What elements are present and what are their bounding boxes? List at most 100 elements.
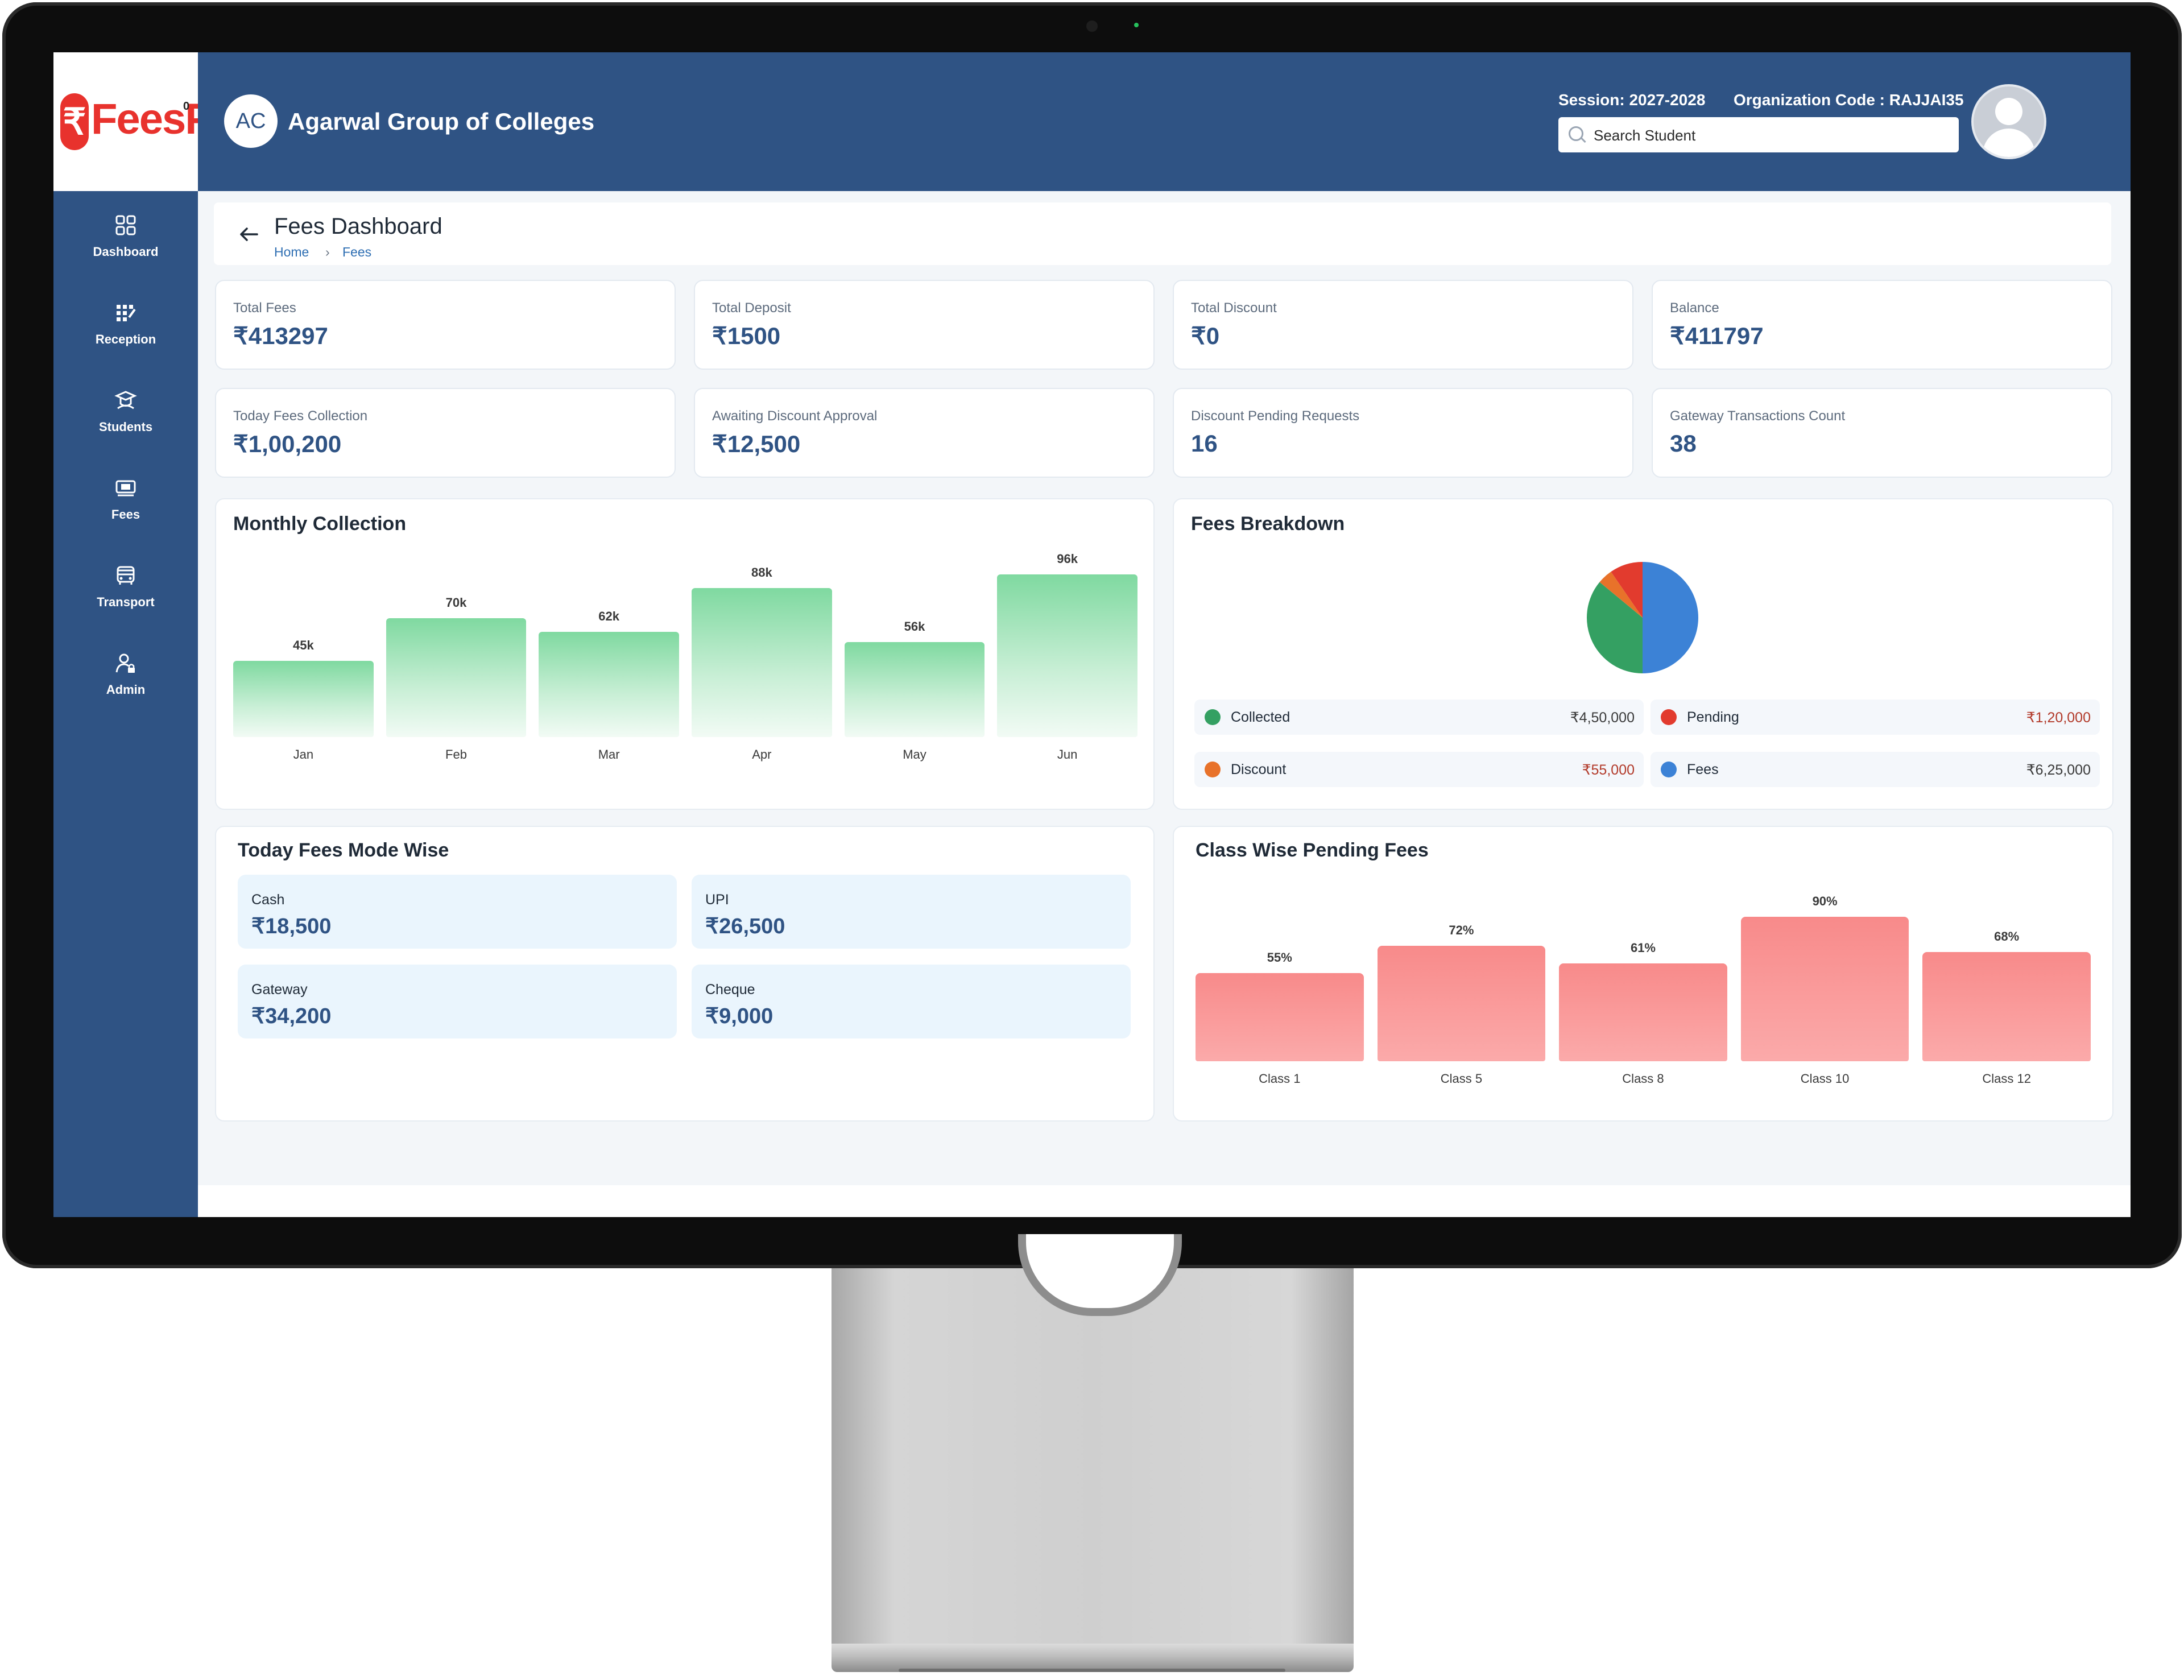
page-title: Fees Dashboard bbox=[274, 214, 442, 239]
legend-name: Collected bbox=[1231, 709, 1290, 725]
legend-name: Fees bbox=[1687, 762, 1719, 777]
bar-value-label: 72% bbox=[1449, 922, 1474, 937]
org-code-label: Organization Code : RAJJAI35 bbox=[1734, 91, 1964, 109]
pie-slice-pending bbox=[1611, 562, 1643, 618]
stat-card-today-collection: Today Fees Collection ₹1,00,200 bbox=[215, 388, 676, 478]
legend-dot bbox=[1205, 709, 1221, 725]
back-arrow-icon[interactable] bbox=[237, 222, 262, 247]
stat-value: ₹1500 bbox=[712, 322, 781, 349]
bar-value-label: 45k bbox=[292, 638, 314, 652]
panel-title: Class Wise Pending Fees bbox=[1196, 839, 1429, 861]
mode-value: ₹34,200 bbox=[251, 1004, 332, 1028]
user-lock-icon bbox=[115, 653, 135, 673]
org-avatar[interactable]: AC bbox=[224, 94, 278, 148]
legend-value: ₹4,50,000 bbox=[1570, 710, 1635, 726]
mode-label: UPI bbox=[705, 892, 729, 908]
mode-value: ₹18,500 bbox=[251, 915, 332, 938]
sidebar-item-admin[interactable]: Admin bbox=[53, 644, 198, 723]
fees-breakdown-pie bbox=[1587, 562, 1698, 673]
stat-card-total-deposit: Total Deposit ₹1500 bbox=[694, 280, 1155, 370]
grid-icon bbox=[115, 215, 136, 235]
mode-label: Cheque bbox=[705, 982, 755, 998]
class-pending-chart: 55% Class 1 72% Class 5 61% Class 8 90% Class 1… bbox=[1196, 861, 2091, 1111]
x-tick-label: Jan bbox=[293, 747, 314, 762]
bar-value-label: 61% bbox=[1630, 940, 1656, 955]
user-avatar[interactable] bbox=[1971, 84, 2046, 159]
mode-card-gateway: Gateway ₹34,200 bbox=[238, 965, 677, 1038]
stat-card-total-fees: Total Fees ₹413297 bbox=[215, 280, 676, 370]
bar-value-label: 56k bbox=[904, 619, 925, 634]
x-tick-label: Mar bbox=[598, 747, 620, 762]
sidebar-item-fees[interactable]: Fees bbox=[53, 469, 198, 548]
stat-card-awaiting-discount: Awaiting Discount Approval ₹12,500 bbox=[694, 388, 1155, 478]
panel-title: Today Fees Mode Wise bbox=[238, 839, 449, 861]
x-tick-label: May bbox=[903, 747, 926, 762]
mode-value: ₹9,000 bbox=[705, 1004, 774, 1028]
mode-value: ₹26,500 bbox=[705, 915, 785, 938]
breadcrumb-home[interactable]: Home bbox=[274, 245, 309, 259]
legend-name: Pending bbox=[1687, 709, 1739, 725]
legend-item-collected: Collected ₹4,50,000 bbox=[1194, 700, 1644, 735]
bar-class-1 bbox=[1196, 973, 1364, 1061]
pie-slice-fees bbox=[1643, 562, 1698, 673]
breadcrumb-fees[interactable]: Fees bbox=[342, 245, 372, 259]
mode-card-cash: Cash ₹18,500 bbox=[238, 875, 677, 949]
stat-label: Awaiting Discount Approval bbox=[712, 408, 878, 424]
x-tick-label: Class 12 bbox=[1982, 1071, 2031, 1086]
x-tick-label: Feb bbox=[445, 747, 467, 762]
mode-label: Cash bbox=[251, 892, 285, 908]
monthly-collection-chart: 45k Jan 70k Feb 62k Mar 88k Apr 56k May 96k Jun bbox=[233, 545, 1138, 789]
sidebar-item-reception[interactable]: Reception bbox=[53, 293, 198, 373]
bar-jan bbox=[233, 660, 374, 737]
stat-value: ₹0 bbox=[1191, 322, 1220, 349]
stat-value: ₹1,00,200 bbox=[233, 431, 342, 457]
today-mode-panel: Today Fees Mode Wise Cash ₹18,500 UPI ₹2… bbox=[215, 826, 1155, 1122]
bar-value-label: 90% bbox=[1812, 894, 1838, 909]
stat-value: ₹411797 bbox=[1670, 322, 1764, 349]
bar-value-label: 55% bbox=[1267, 950, 1292, 965]
bar-apr bbox=[692, 587, 832, 737]
x-tick-label: Class 5 bbox=[1440, 1071, 1483, 1086]
stat-label: Total Discount bbox=[1191, 300, 1277, 316]
sidebar-item-label: Transport bbox=[97, 595, 155, 609]
user-icon-body bbox=[1983, 129, 2035, 157]
cash-icon bbox=[115, 480, 136, 496]
legend-dot bbox=[1205, 762, 1221, 777]
session-label: Session: 2027-2028 bbox=[1558, 91, 1706, 109]
stat-value: 38 bbox=[1670, 430, 1697, 457]
x-tick-label: Class 1 bbox=[1259, 1071, 1301, 1086]
logo[interactable]: ₹ FeesPe 0 bbox=[53, 52, 237, 191]
x-tick-label: Class 10 bbox=[1800, 1071, 1850, 1086]
stat-value: ₹12,500 bbox=[712, 431, 801, 457]
legend-value: ₹55,000 bbox=[1582, 762, 1635, 778]
webcam-led bbox=[1134, 23, 1139, 27]
sidebar-item-students[interactable]: Students bbox=[53, 381, 198, 461]
sidebar: Dashboard Reception Students bbox=[53, 191, 198, 1217]
stat-value: 16 bbox=[1191, 430, 1218, 457]
legend-name: Discount bbox=[1231, 762, 1287, 777]
mode-label: Gateway bbox=[251, 982, 308, 998]
stat-label: Today Fees Collection bbox=[233, 408, 368, 424]
search-input[interactable] bbox=[1592, 117, 1947, 154]
webcam bbox=[1086, 20, 1098, 32]
panel-title: Fees Breakdown bbox=[1191, 513, 1345, 535]
stat-value: ₹413297 bbox=[233, 322, 328, 349]
legend-value: ₹6,25,000 bbox=[2026, 762, 2091, 778]
search-box[interactable] bbox=[1558, 117, 1959, 154]
user-icon bbox=[1995, 98, 2022, 125]
org-name: Agarwal Group of Colleges bbox=[288, 108, 595, 135]
stand-base-edge bbox=[899, 1669, 1285, 1672]
legend-dot bbox=[1661, 709, 1677, 725]
sidebar-item-label: Reception bbox=[95, 332, 156, 346]
stat-label: Balance bbox=[1670, 300, 1719, 316]
dots-grid-icon bbox=[117, 305, 136, 321]
stat-card-total-discount: Total Discount ₹0 bbox=[1173, 280, 1633, 370]
pie-slice-discount bbox=[1599, 572, 1643, 618]
bar-value-label: 62k bbox=[598, 609, 620, 624]
bar-mar bbox=[539, 632, 679, 737]
x-tick-label: Class 8 bbox=[1622, 1071, 1664, 1086]
panel-title: Monthly Collection bbox=[233, 513, 407, 535]
bar-jun bbox=[997, 574, 1138, 737]
sidebar-item-transport[interactable]: Transport bbox=[53, 556, 198, 636]
sidebar-item-dashboard[interactable]: Dashboard bbox=[53, 206, 198, 285]
